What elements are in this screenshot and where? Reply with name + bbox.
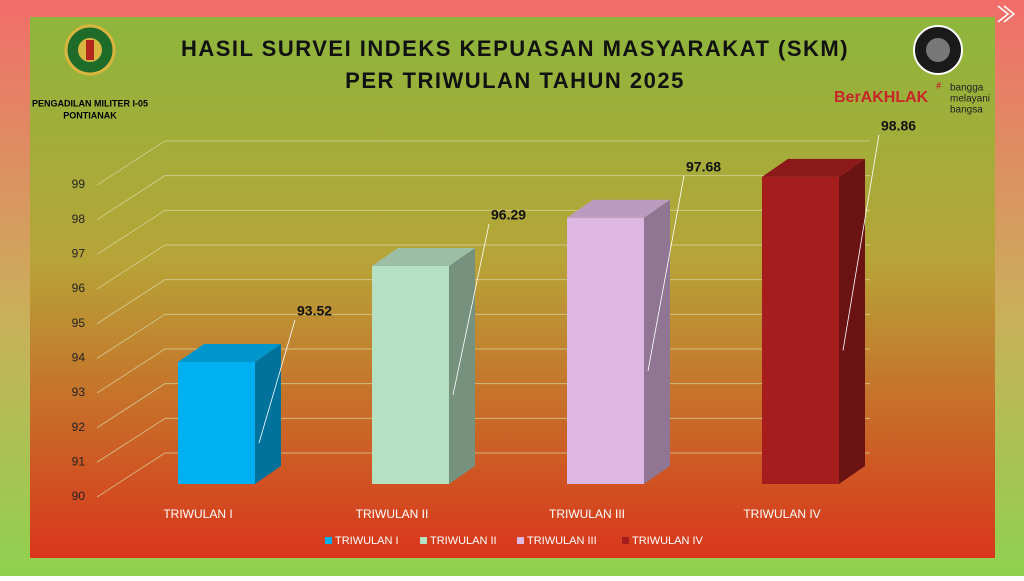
plot: 90 91 92 93 94 95 96 97 98 99 93.52 TRIWULAN I 96.29… (72, 118, 917, 547)
y-tick-label: 94 (72, 351, 86, 365)
x-tick-label: TRIWULAN III (549, 507, 625, 521)
leader-line (258, 319, 296, 444)
y-tick-label: 97 (72, 247, 86, 261)
chart-title: HASIL SURVEI INDEKS KEPUASAN MASYARAKAT … (181, 36, 849, 61)
bar-side (839, 158, 865, 484)
x-tick-label: TRIWULAN II (356, 507, 429, 521)
mark: # (936, 80, 941, 90)
grid-line (96, 140, 870, 186)
grid-line (96, 175, 870, 221)
left-logo (64, 24, 116, 76)
y-tick-label: 95 (72, 316, 86, 330)
bar-top (567, 199, 670, 218)
bar (762, 176, 839, 484)
brand: BerAKHLAK (834, 89, 929, 106)
x-tick-label: TRIWULAN IV (743, 507, 820, 521)
bar (372, 265, 449, 484)
value-label: 96.29 (491, 207, 526, 223)
legend-swatch (420, 537, 427, 544)
legend-label: TRIWULAN IV (632, 535, 704, 547)
bar-side (644, 199, 670, 484)
leader-line (647, 175, 685, 371)
legend-label: TRIWULAN I (335, 535, 399, 547)
org-name: PENGADILAN MILITER I-05 (32, 98, 148, 108)
legend-label: TRIWULAN II (430, 535, 497, 547)
y-tick-label: 90 (72, 489, 86, 503)
y-tick-label: 93 (72, 385, 86, 399)
value-label: 98.86 (881, 118, 916, 134)
right-logo (913, 25, 963, 75)
tagline: bangsa (950, 105, 983, 116)
x-tick-label: TRIWULAN I (163, 507, 232, 521)
bar-side (255, 343, 281, 484)
value-label: 93.52 (297, 303, 332, 319)
legend-label: TRIWULAN III (527, 535, 597, 547)
y-tick-label: 92 (72, 420, 86, 434)
org-city: PONTIANAK (63, 110, 117, 120)
bar (567, 217, 644, 484)
value-label: 97.68 (686, 158, 721, 174)
y-tick-label: 99 (72, 177, 86, 191)
legend-swatch (325, 537, 332, 544)
bar-top (762, 158, 865, 177)
bar-top (372, 247, 475, 266)
leader-line (452, 223, 490, 396)
bar-top (178, 343, 281, 362)
tagline: melayani (950, 94, 990, 105)
decor-chevrons (997, 5, 1016, 23)
bar (178, 361, 255, 484)
y-tick-label: 96 (72, 281, 86, 295)
bar-side (449, 247, 475, 484)
leader-line (842, 134, 880, 351)
chart-subtitle: PER TRIWULAN TAHUN 2025 (345, 68, 685, 93)
tagline: bangga (950, 83, 984, 94)
y-tick-label: 91 (72, 455, 86, 469)
y-tick-label: 98 (72, 212, 86, 226)
legend-swatch (622, 537, 629, 544)
legend-swatch (517, 537, 524, 544)
